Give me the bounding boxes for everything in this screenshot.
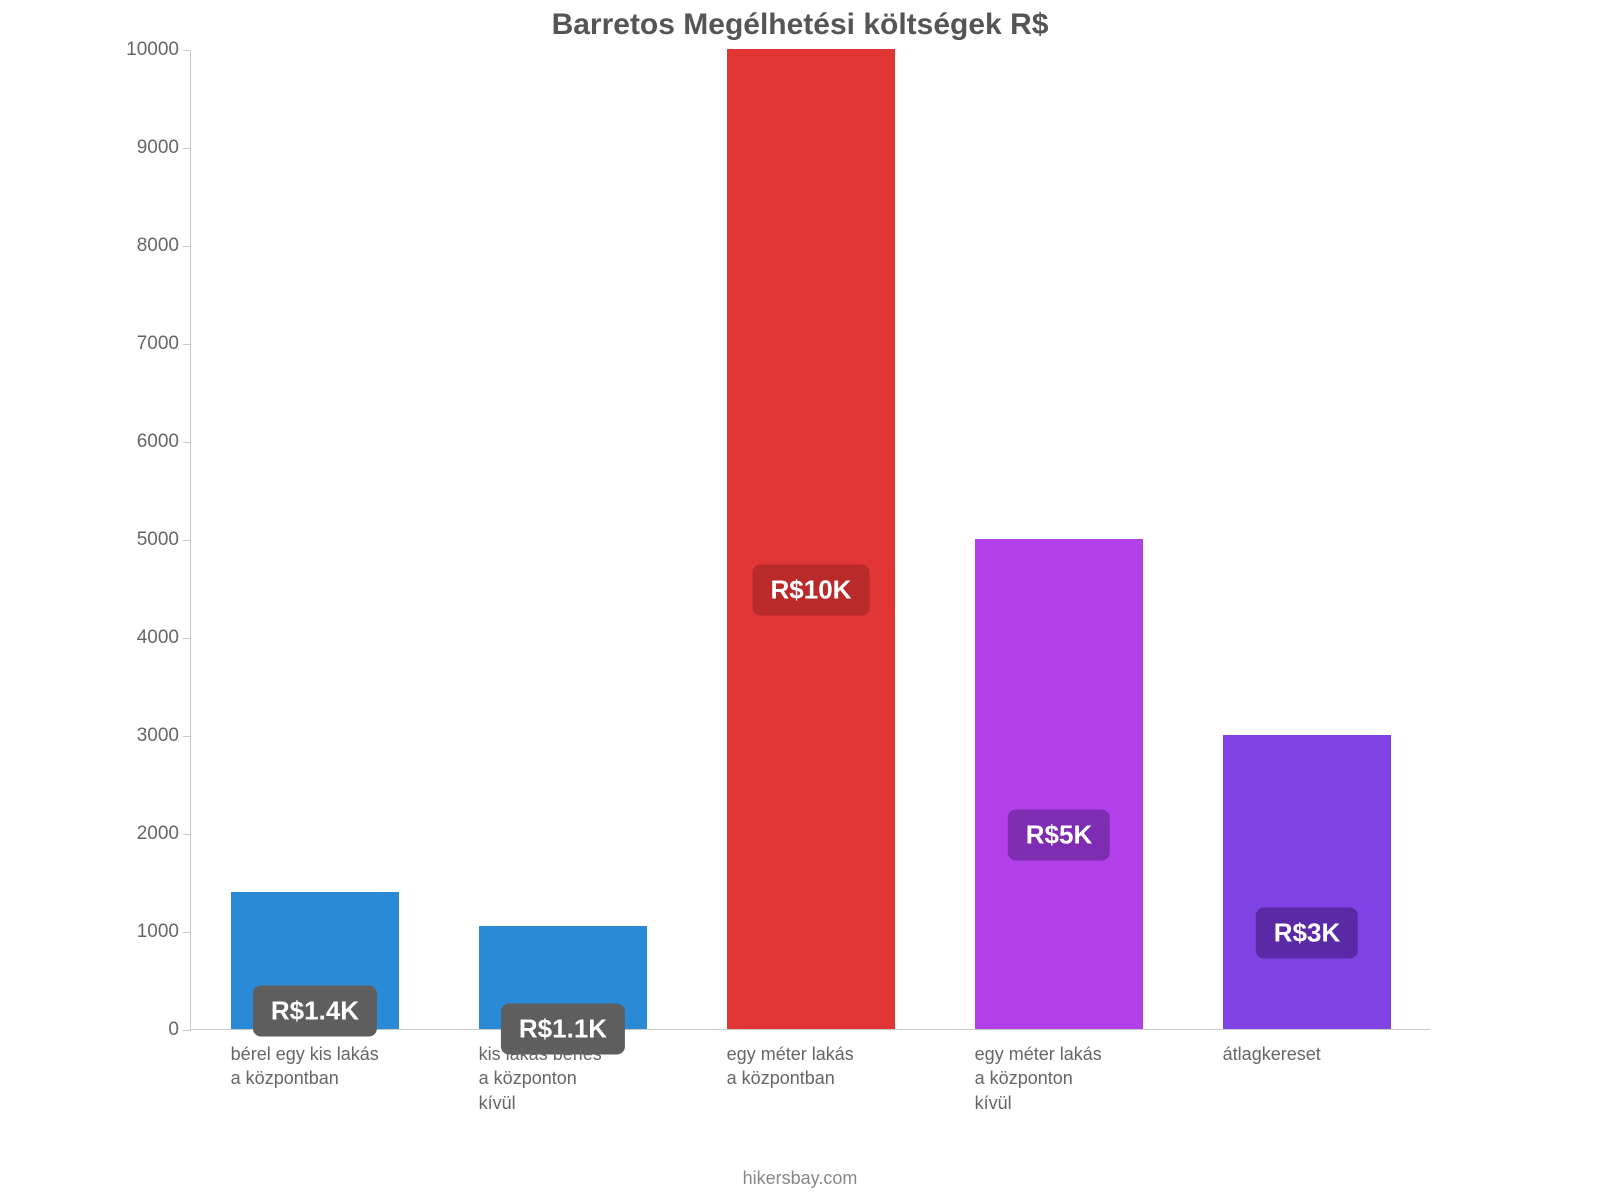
y-tick [183, 344, 191, 345]
y-tick-label: 7000 [121, 333, 179, 355]
y-tick-label: 8000 [121, 235, 179, 257]
credit-text: hikersbay.com [120, 1168, 1480, 1189]
y-tick-label: 5000 [121, 529, 179, 551]
chart-title: Barretos Megélhetési költségek R$ [120, 8, 1480, 42]
bar-value-badge: R$5K [1008, 810, 1110, 861]
x-label: bérel egy kis lakása központban [231, 1042, 430, 1091]
y-tick-label: 10000 [121, 39, 179, 61]
y-tick-label: 9000 [121, 137, 179, 159]
y-tick [183, 834, 191, 835]
y-tick [183, 736, 191, 737]
y-tick [183, 638, 191, 639]
x-label: egy méter lakása központban [727, 1042, 926, 1091]
chart-frame: Barretos Megélhetési költségek R$ 010002… [120, 0, 1480, 1200]
bar: R$3K [1223, 735, 1392, 1029]
y-tick [183, 50, 191, 51]
x-label: egy méter lakása központonkívül [975, 1042, 1174, 1115]
y-tick [183, 932, 191, 933]
y-tick-label: 2000 [121, 823, 179, 845]
x-label: kis lakás bérlésa központonkívül [479, 1042, 678, 1115]
plot-area: 0100020003000400050006000700080009000100… [190, 50, 1430, 1030]
y-tick [183, 1030, 191, 1031]
y-tick [183, 540, 191, 541]
y-tick-label: 4000 [121, 627, 179, 649]
y-tick [183, 246, 191, 247]
bar: R$1.4K [231, 892, 400, 1029]
bar-value-badge: R$1.4K [253, 986, 377, 1037]
bar: R$10K [727, 49, 896, 1029]
y-tick-label: 6000 [121, 431, 179, 453]
y-tick [183, 148, 191, 149]
y-tick-label: 0 [121, 1019, 179, 1041]
y-tick-label: 3000 [121, 725, 179, 747]
bar: R$5K [975, 539, 1144, 1029]
bar-value-badge: R$3K [1256, 908, 1358, 959]
bar: R$1.1K [479, 926, 648, 1029]
y-tick-label: 1000 [121, 921, 179, 943]
bar-value-badge: R$10K [753, 565, 870, 616]
x-label: átlagkereset [1223, 1042, 1422, 1066]
y-tick [183, 442, 191, 443]
